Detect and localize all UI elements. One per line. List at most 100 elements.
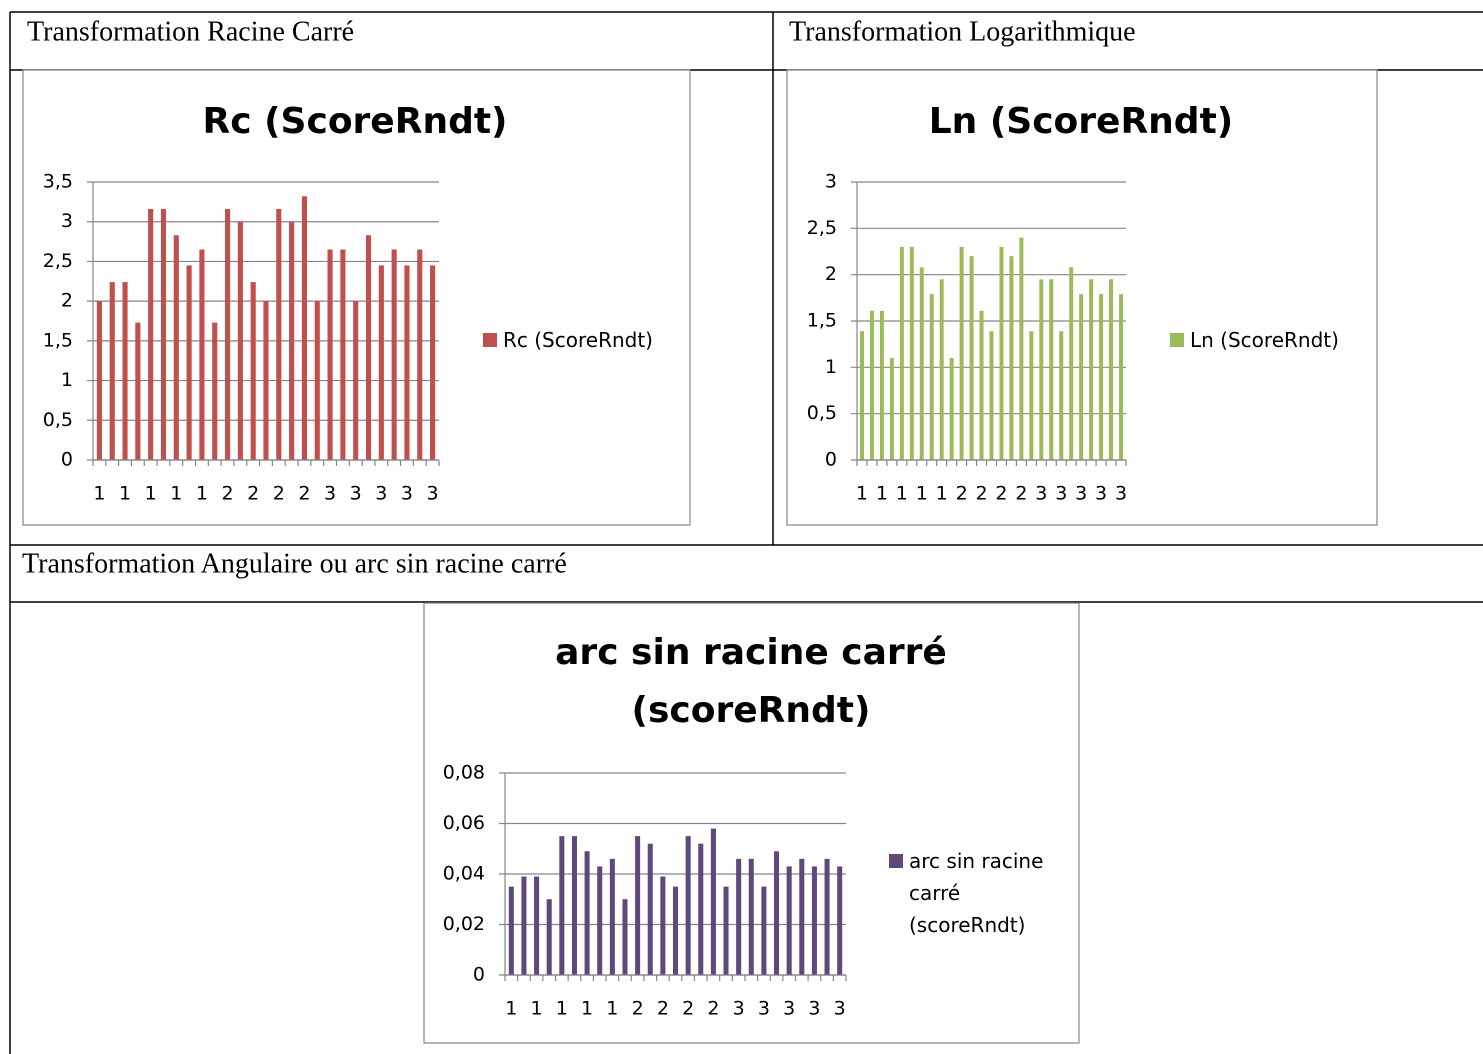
bar [109, 282, 115, 460]
x-tick-label: 1 [119, 483, 131, 505]
bar [521, 876, 527, 975]
bar [622, 899, 628, 975]
x-tick-label: 3 [1075, 483, 1087, 505]
x-tick-label: 1 [556, 998, 568, 1020]
x-tick-label: 2 [956, 483, 968, 505]
legend-swatch [483, 333, 497, 347]
y-tick-label: 2 [61, 290, 73, 312]
bar [949, 358, 954, 460]
chart-title: arc sin racine carré (scoreRndt) [555, 632, 947, 731]
bar [250, 282, 256, 460]
bar [212, 322, 218, 460]
bar [417, 249, 423, 460]
bar [647, 843, 653, 975]
bar [774, 851, 780, 975]
bar [508, 886, 514, 975]
bar [276, 209, 282, 460]
x-tick-label: 3 [808, 998, 820, 1020]
x-tick-label: 2 [298, 483, 310, 505]
bar [748, 858, 754, 975]
bar [353, 301, 359, 460]
bar [635, 836, 641, 975]
x-tick-label: 3 [401, 483, 413, 505]
bar [824, 858, 830, 975]
x-tick-label: 1 [581, 998, 593, 1020]
bar [135, 322, 141, 460]
x-tick-label: 3 [733, 998, 745, 1020]
chart-title: Ln (ScoreRndt) [928, 101, 1234, 142]
x-tick-label: 1 [856, 483, 868, 505]
x-tick-label: 1 [936, 483, 948, 505]
bar [1039, 279, 1044, 460]
x-tick-label: 3 [783, 998, 795, 1020]
bar [761, 886, 767, 975]
bar [1089, 279, 1094, 460]
x-tick-label: 3 [1095, 483, 1107, 505]
x-tick-label: 3 [758, 998, 770, 1020]
bar [1019, 237, 1024, 460]
bar [736, 858, 742, 975]
bar [999, 246, 1004, 460]
bar [327, 249, 333, 460]
bar [698, 843, 704, 975]
bar [1069, 267, 1074, 460]
chart-title-box: Rc (ScoreRndt) [203, 101, 508, 142]
bar [919, 267, 924, 460]
x-tick-label: 2 [682, 998, 694, 1020]
x-tick-label: 1 [531, 998, 543, 1020]
bar [929, 294, 934, 460]
bar [391, 249, 397, 460]
bar [1119, 294, 1124, 460]
y-tick-label: 2,5 [807, 217, 837, 239]
bar [584, 851, 590, 975]
x-tick-label: 2 [995, 483, 1007, 505]
bar [879, 310, 884, 460]
bar [909, 246, 914, 460]
bar [939, 279, 944, 460]
x-tick-label: 1 [606, 998, 618, 1020]
bar [404, 265, 410, 460]
y-tick-label: 3 [61, 210, 73, 232]
x-tick-label: 2 [975, 483, 987, 505]
bar [811, 866, 817, 975]
bar [546, 899, 552, 975]
y-tick-label: 0 [473, 964, 485, 986]
y-tick-label: 2,5 [43, 250, 73, 272]
y-tick-label: 0,5 [43, 409, 73, 431]
x-tick-label: 2 [632, 998, 644, 1020]
legend-label: Ln (ScoreRndt) [1190, 328, 1339, 352]
y-tick-label: 0,08 [443, 762, 485, 784]
x-tick-label: 3 [375, 483, 387, 505]
bar [224, 209, 231, 460]
x-tick-label: 1 [196, 483, 208, 505]
x-tick-label: 3 [350, 483, 362, 505]
x-tick-label: 1 [505, 998, 517, 1020]
y-tick-label: 3,5 [43, 171, 73, 193]
legend-label-box: arc sin racine carré (scoreRndt) [909, 849, 1043, 937]
bar [672, 886, 679, 975]
bar [571, 836, 577, 975]
legend-label-box: Rc (ScoreRndt) [503, 328, 653, 352]
legend-label-box: Ln (ScoreRndt) [1190, 328, 1339, 352]
bar [365, 235, 372, 460]
legend-swatch [1170, 333, 1184, 347]
bar [263, 301, 269, 460]
bar [1059, 331, 1064, 460]
y-tick-label: 1 [825, 356, 837, 378]
x-tick-label: 2 [273, 483, 285, 505]
bar [786, 866, 792, 975]
x-tick-label: 3 [1115, 483, 1127, 505]
cell-text: Transformation Angulaire ou arc sin raci… [22, 548, 567, 579]
bar [799, 858, 805, 975]
bar [173, 235, 179, 460]
legend-label: Rc (ScoreRndt) [503, 328, 653, 352]
bar [1079, 294, 1084, 460]
y-tick-label: 2 [825, 263, 837, 285]
legend-swatch [889, 854, 903, 868]
bar [1099, 294, 1104, 460]
x-tick-label: 2 [222, 483, 234, 505]
y-tick-label: 0 [61, 449, 73, 471]
y-tick-label: 0,02 [443, 913, 485, 935]
bar [859, 331, 864, 460]
